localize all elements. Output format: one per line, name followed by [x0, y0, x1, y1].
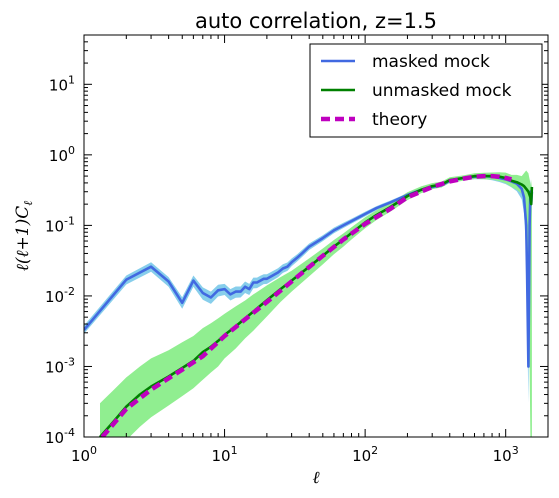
legend-label-2: theory: [372, 110, 427, 130]
band-1: [100, 170, 532, 437]
y-tick-label: 10-4: [45, 426, 75, 447]
y-tick-label: 100: [49, 144, 75, 165]
y-tick-label: 10-2: [45, 285, 75, 306]
series-lines: [84, 173, 534, 437]
legend: masked mock unmasked mock theory: [309, 43, 543, 138]
x-tick-label: 101: [212, 444, 238, 465]
y-tick-label: 10-3: [45, 355, 75, 376]
y-tick-label: 10-1: [45, 214, 75, 235]
axis-ticks: [83, 34, 549, 438]
series-line-2: [100, 173, 512, 437]
legend-label-0: masked mock: [372, 52, 490, 72]
x-tick-label: 102: [352, 444, 378, 465]
y-axis-label-sub: ℓ: [21, 201, 35, 206]
x-tick-label: 103: [493, 444, 519, 465]
y-tick-label: 101: [49, 73, 75, 94]
chart-title: auto correlation, z=1.5: [195, 9, 437, 33]
legend-label-1: unmasked mock: [372, 81, 512, 101]
series-line-1: [99, 174, 534, 437]
x-tick-label: 100: [71, 444, 97, 465]
x-axis-label: ℓ: [312, 468, 319, 488]
y-axis-label-main: ℓ(ℓ+1)C: [13, 206, 33, 272]
axis-tick-labels: 100 101 102 103 10-4 10-3 10-2 10-1 100 101: [45, 73, 519, 465]
y-axis-label: ℓ(ℓ+1)Cℓ: [13, 201, 35, 272]
